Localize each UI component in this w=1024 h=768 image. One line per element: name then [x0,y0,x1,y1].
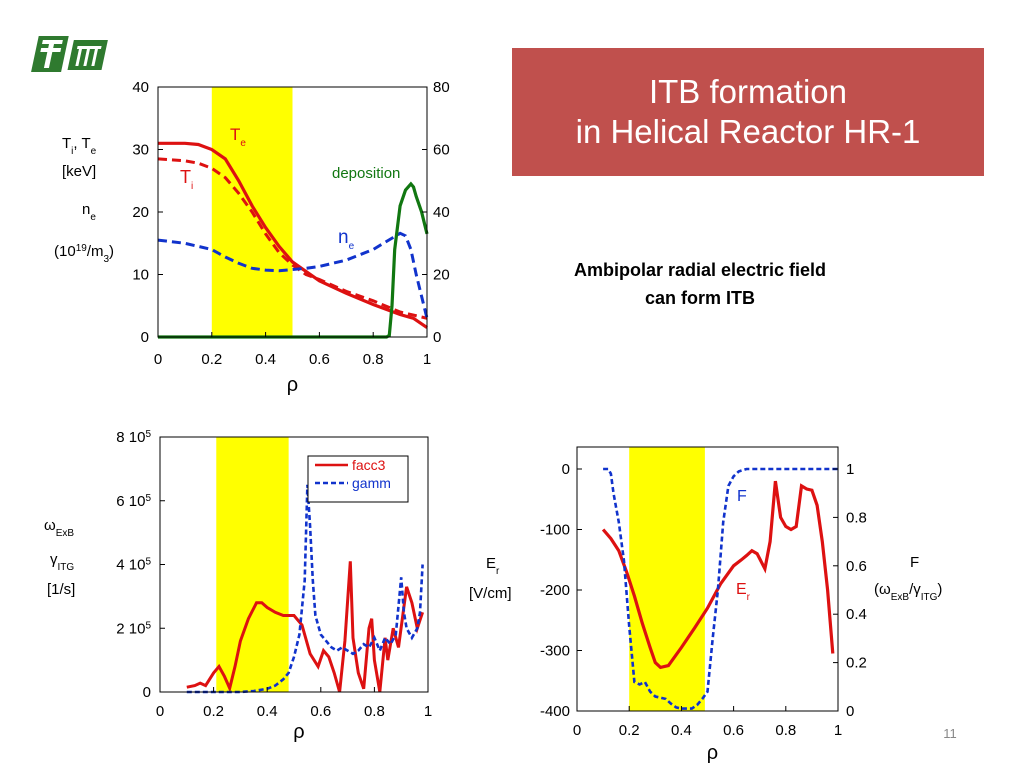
y-axis-label-temperature: Ti, Te [62,135,97,157]
annotation-deposition: deposition [332,165,400,182]
legend-label-gamm: gamm [352,475,391,491]
series-line-ti [157,157,428,320]
y-tick-label-right: 80 [433,79,450,96]
y-tick-label: 4 105 [116,556,151,574]
y-tick-label: 2 105 [116,620,151,638]
y-tick-label-right: 40 [433,204,450,221]
y-tick-label-right: 20 [433,267,450,284]
y-tick-label: 8 105 [116,429,151,447]
y-tick-label-right: 60 [433,142,450,159]
title-line-1: ITB formation [648,73,848,110]
annotation-ne: ne [338,227,355,252]
y-axis-label-gamma: γITG [50,551,74,573]
y-tick-label-right: 0 [433,329,441,346]
x-tick-label: 0.4 [257,703,278,720]
y-axis-label-omega: ωExB [44,517,74,539]
y-tick-label-right: 1 [846,461,854,478]
y-tick-label-left: 0 [141,329,149,346]
x-axis-label: ρ [293,721,304,743]
y-tick-label-right: 0.6 [846,558,867,575]
series-line-te [158,141,428,329]
legend-box [307,455,409,503]
x-tick-label: 0.8 [363,351,384,368]
series-line-deposition [158,181,429,339]
title-line-2: in Helical Reactor HR-1 [575,113,921,150]
series-line-ne [157,231,429,319]
x-tick-label: 0 [156,703,164,720]
nifs-logo-icon [31,36,108,72]
x-tick-label: 0.6 [309,351,330,368]
y-tick-label: 0 [143,684,151,701]
y-tick-label-left: 20 [132,204,149,221]
y-tick-label-right: 0.4 [846,606,867,623]
itb-highlight-band [629,447,705,711]
y-tick-label-left: 40 [132,79,149,96]
y-tick-label-left: 0 [562,461,570,478]
y-tick-label-right: 0.2 [846,655,867,672]
y-axis-right-label-f: F [910,554,919,571]
x-tick-label: 0.4 [255,351,276,368]
y-tick-label-left: 30 [132,142,149,159]
annotation-te: Te [230,125,246,149]
y-tick-label-right: 0.8 [846,509,867,526]
series-line-gamm [186,484,424,694]
series-line-f [603,467,838,710]
x-tick-label: 0.6 [310,703,331,720]
x-tick-label: 1 [423,351,431,368]
annotation-er: Er [736,581,751,603]
x-tick-label: 0.4 [671,722,692,739]
series-line-er [601,480,835,670]
subtitle: Ambipolar radial electric field can form… [560,256,840,312]
annotation-f: F [737,488,747,505]
x-tick-label: 0 [573,722,581,739]
x-tick-label: 0 [154,351,162,368]
y-axis-label-temperature-unit: [keV] [62,163,96,180]
page-number: 11 [943,726,957,741]
itb-highlight-band [216,437,289,692]
y-axis-label-unit: [1/s] [47,581,75,598]
title-box: ITB formation in Helical Reactor HR-1 [512,48,984,176]
y-tick-label-left: -400 [540,703,570,720]
y-axis-label-density: ne [82,201,96,223]
y-tick-label-left: -300 [540,643,570,660]
x-tick-label: 1 [424,703,432,720]
x-tick-label: 0.2 [619,722,640,739]
x-axis-label: ρ [707,742,718,764]
series-line-facc3 [186,561,425,693]
x-tick-label: 0.8 [364,703,385,720]
y-axis-label-er-unit: [V/cm] [469,585,512,602]
y-axis-label-density-unit: (1019/m3) [54,243,114,265]
y-axis-right-label-ratio: (ωExB/γITG) [874,581,942,603]
y-tick-label-left: 10 [132,267,149,284]
x-tick-label: 0.8 [775,722,796,739]
x-tick-label: 0.6 [723,722,744,739]
x-tick-label: 1 [834,722,842,739]
y-tick-label: 6 105 [116,492,151,510]
plot-frame [576,446,839,712]
subtitle-line-2: can form ITB [644,288,755,308]
x-tick-label: 0.2 [203,703,224,720]
y-tick-label-left: -200 [540,582,570,599]
legend-label-facc3: facc3 [352,457,386,473]
x-tick-label: 0.2 [201,351,222,368]
annotation-ti: Ti [180,167,193,192]
subtitle-line-1: Ambipolar radial electric field [573,260,827,280]
x-axis-label: ρ [287,374,298,396]
y-axis-label-er: Er [486,555,500,577]
y-tick-label-right: 0 [846,703,854,720]
y-tick-label-left: -100 [540,522,570,539]
